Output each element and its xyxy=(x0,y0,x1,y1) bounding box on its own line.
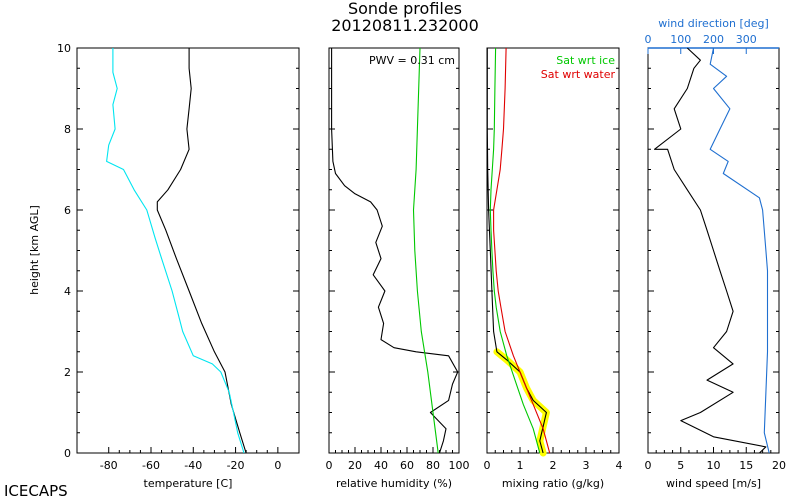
panel-temperature: -80 -60 -40 -20 0 0 2 4 6 8 10 temperature [C] xyxy=(57,42,300,490)
series-line-wind-direction xyxy=(709,47,770,454)
top-x-tick-label: 300 xyxy=(736,33,757,46)
chart-subtitle: 20120811.232000 xyxy=(331,16,479,35)
footer-label: ICECAPS xyxy=(4,482,68,500)
panel-frame xyxy=(486,47,620,454)
x-tick-label: -60 xyxy=(142,459,160,472)
x-tick-label: 15 xyxy=(739,459,753,472)
x-tick-label: 20 xyxy=(772,459,786,472)
top-x-tick-label: 0 xyxy=(645,33,652,46)
x-axis-label: relative humidity (%) xyxy=(336,477,452,490)
x-tick-label: -20 xyxy=(227,459,245,472)
series-line-dewpoint xyxy=(106,48,245,454)
y-tick-label: 6 xyxy=(64,204,71,217)
x-tick-label: 0 xyxy=(326,459,333,472)
x-axis-label: wind speed [m/s] xyxy=(666,477,761,490)
y-tick-label: 4 xyxy=(64,285,71,298)
x-tick-label: 2 xyxy=(550,459,557,472)
x-tick-label: 10 xyxy=(707,459,721,472)
series-line-temperature xyxy=(156,48,247,454)
series-line-sat-wrt-ice xyxy=(489,47,541,454)
chart-title: Sonde profiles xyxy=(348,0,462,18)
top-axis-label: wind direction [deg] xyxy=(658,17,769,30)
y-tick-label: 0 xyxy=(64,447,71,460)
series-line-rh-wrt-water xyxy=(331,48,459,454)
x-tick-label: 0 xyxy=(645,459,652,472)
x-tick-label: 5 xyxy=(677,459,684,472)
mixing-ratio-highlight xyxy=(493,348,550,457)
x-tick-label: 1 xyxy=(517,459,524,472)
series-line-rh-wrt-ice xyxy=(412,47,439,454)
y-tick-label: 8 xyxy=(64,123,71,136)
pwv-annotation: PWV = 0.31 cm xyxy=(369,54,455,67)
x-tick-label: 3 xyxy=(583,459,590,472)
y-tick-label: 2 xyxy=(64,366,71,379)
x-tick-label: 20 xyxy=(348,459,362,472)
y-tick-label: 10 xyxy=(57,42,71,55)
x-tick-label: 40 xyxy=(374,459,388,472)
y-axis-label: height [km AGL] xyxy=(28,205,41,295)
x-axis-label: temperature [C] xyxy=(144,477,233,490)
x-tick-label: 0 xyxy=(274,459,281,472)
legend-entry: Sat wrt ice xyxy=(556,54,615,67)
x-axis-label: mixing ratio (g/kg) xyxy=(502,477,604,490)
panel-frame xyxy=(328,47,460,454)
x-tick-label: 100 xyxy=(449,459,470,472)
series-line-sat-wrt-water xyxy=(493,47,551,454)
panel-frame xyxy=(76,47,300,454)
x-tick-label: 60 xyxy=(400,459,414,472)
x-tick-label: 4 xyxy=(616,459,623,472)
x-tick-label: 80 xyxy=(426,459,440,472)
series-line-wind-speed xyxy=(653,47,767,454)
panel-relative_humidity: 0 20 40 60 80 100 relative humidity (%) PWV = 0… xyxy=(326,47,470,490)
top-x-tick-label: 100 xyxy=(670,33,691,46)
legend-entry: Sat wrt water xyxy=(541,68,616,81)
x-tick-label: 0 xyxy=(484,459,491,472)
series-line-mixing-ratio xyxy=(486,48,547,454)
panel-wind: 0 5 10 15 20 wind speed [m/s] 0 100 200 300 wind d… xyxy=(645,17,787,490)
x-tick-label: -40 xyxy=(184,459,202,472)
top-x-tick-label: 200 xyxy=(703,33,724,46)
x-tick-label: -80 xyxy=(100,459,118,472)
